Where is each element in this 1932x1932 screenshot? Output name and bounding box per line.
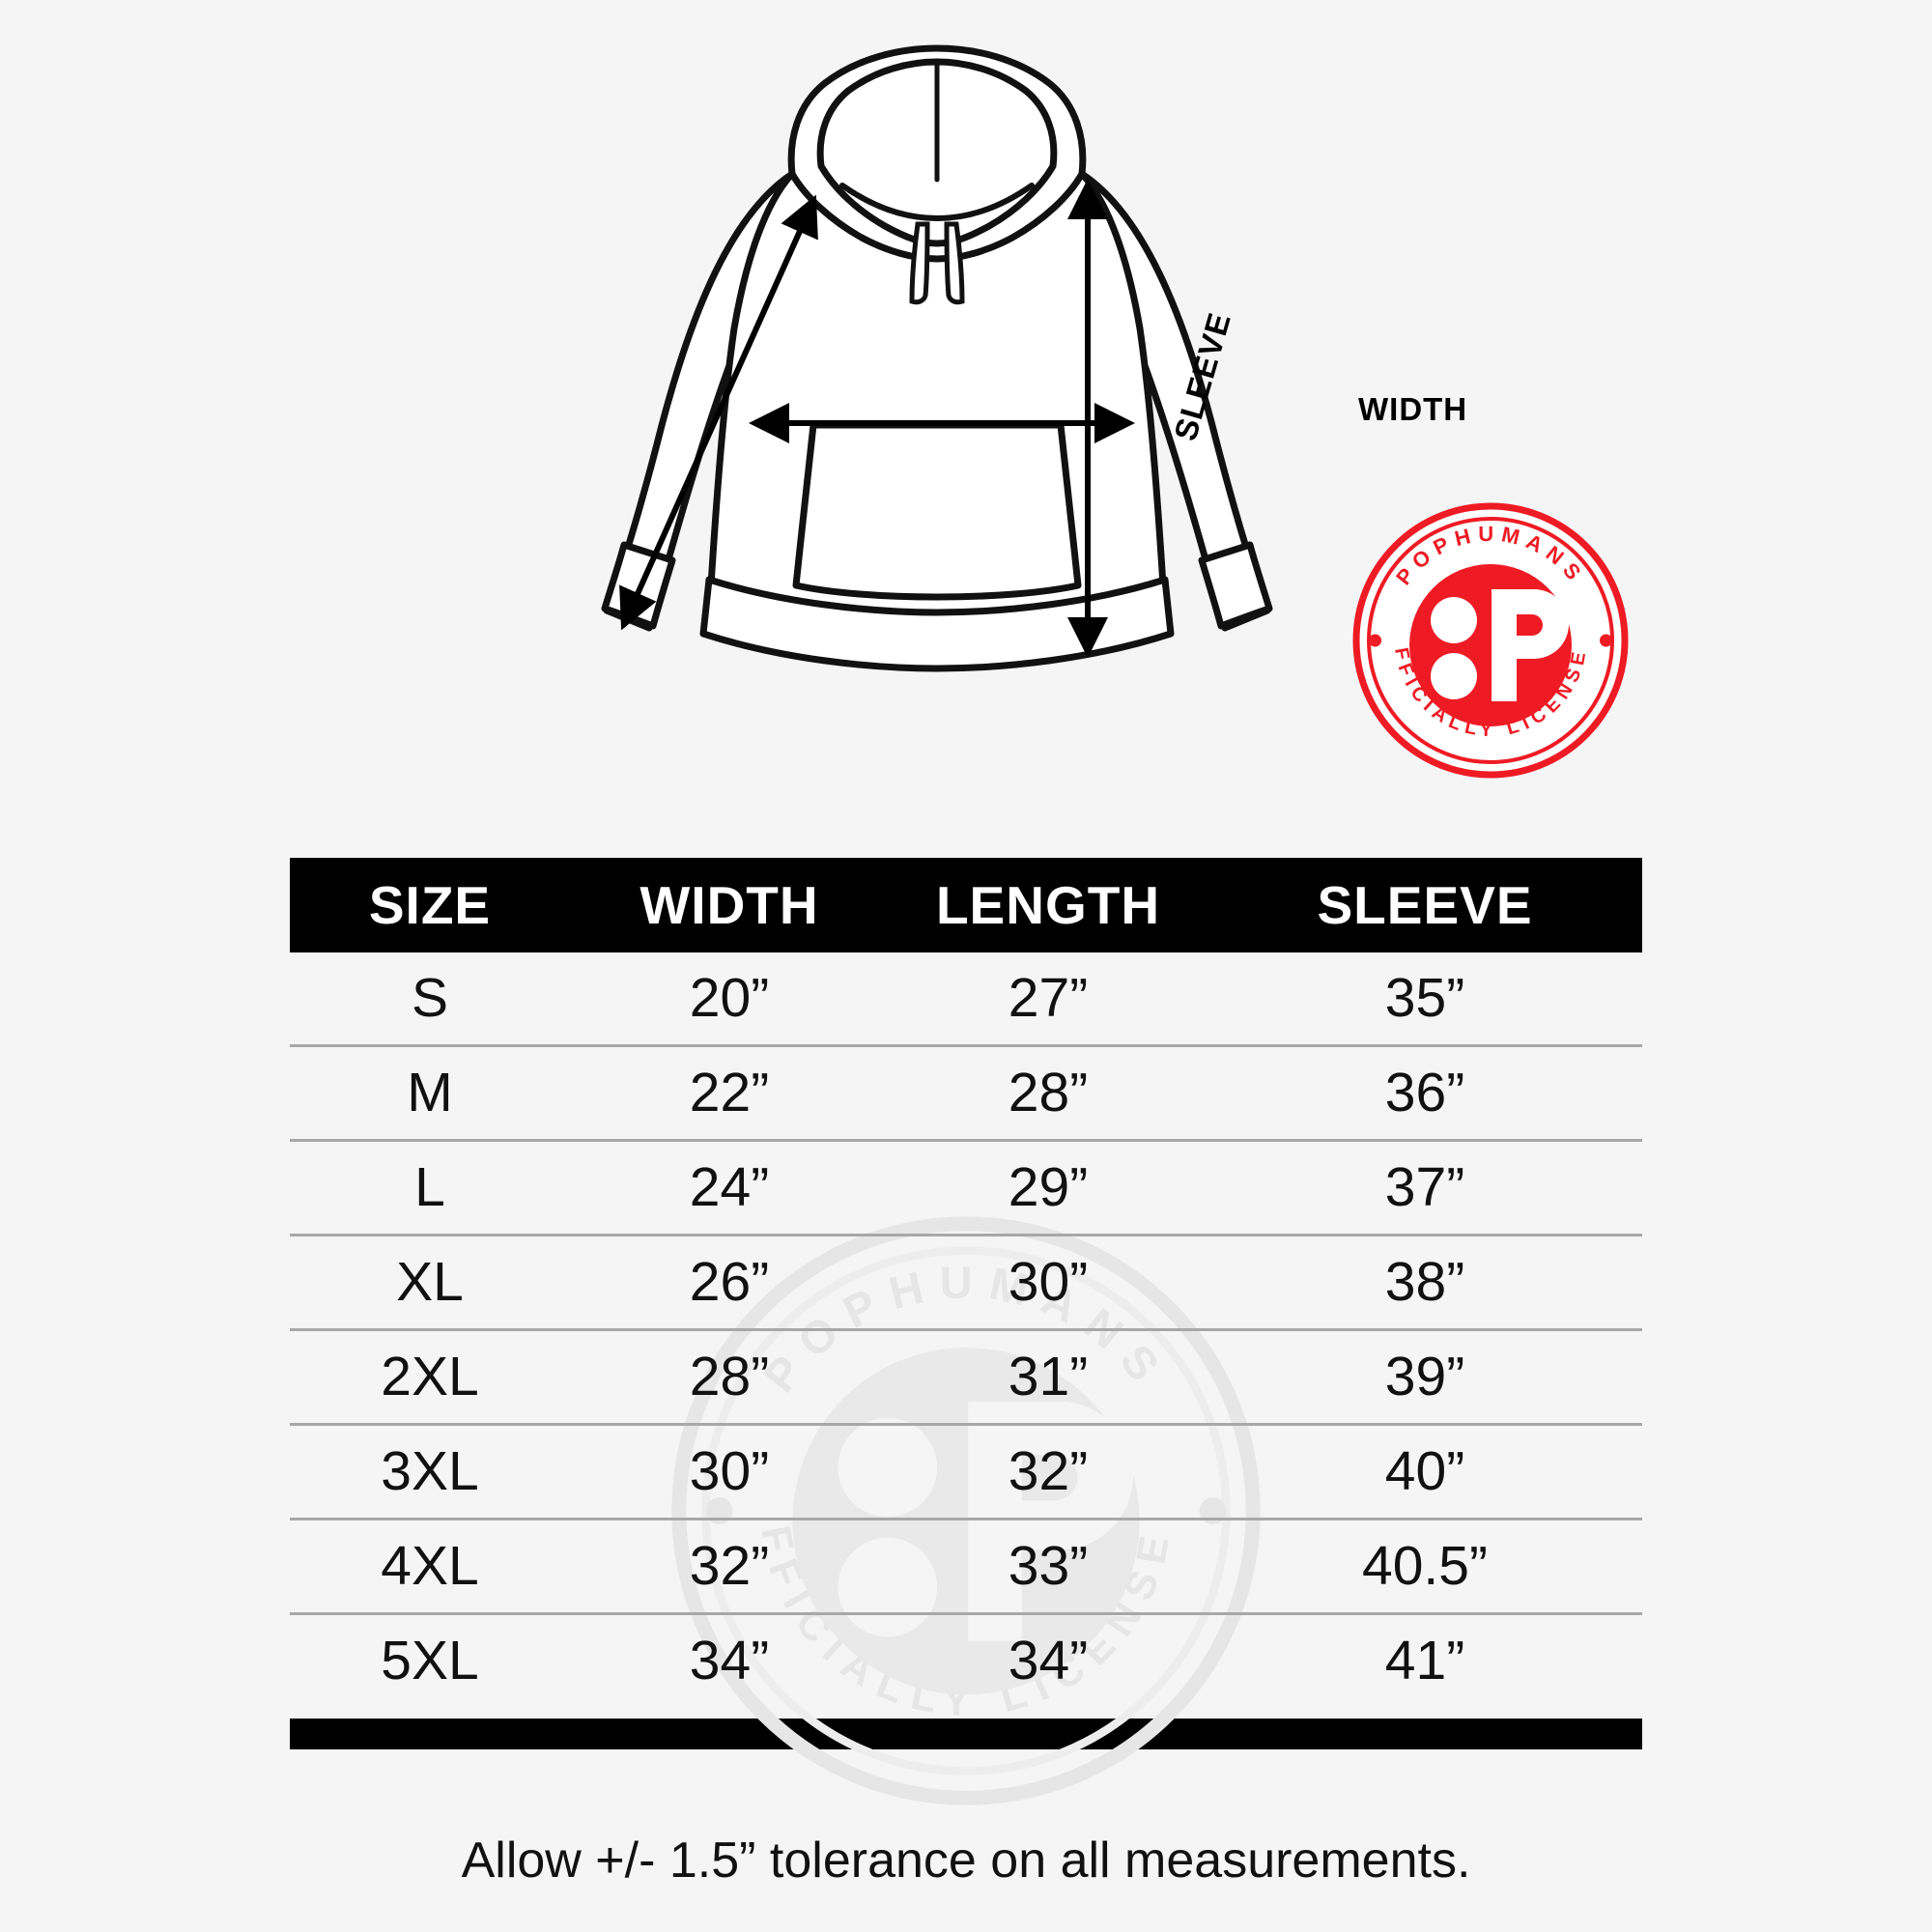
- cell-width: 28”: [689, 1346, 770, 1407]
- cell-width: 22”: [689, 1062, 770, 1123]
- cell-sleeve: 40.5”: [1362, 1535, 1488, 1597]
- cell-sleeve: 41”: [1384, 1630, 1465, 1691]
- table-row: L 24” 29” 37”: [290, 1142, 1642, 1236]
- cell-width: 26”: [689, 1251, 770, 1313]
- cell-width: 24”: [689, 1156, 770, 1218]
- hoodie-illustration: WIDTH LENGTH SLEEVE: [502, 39, 1592, 831]
- cell-length: 28”: [1008, 1062, 1089, 1123]
- cell-length: 33”: [1008, 1535, 1089, 1597]
- cell-length: 29”: [1008, 1156, 1089, 1218]
- cell-sleeve: 37”: [1384, 1156, 1465, 1218]
- column-header-size: SIZE: [368, 874, 492, 935]
- table-row: 4XL 32” 33” 40.5”: [290, 1520, 1642, 1615]
- table-header-row: SIZE WIDTH LENGTH SLEEVE: [290, 858, 1642, 952]
- cell-size: 2XL: [381, 1346, 479, 1407]
- cell-size: XL: [396, 1251, 464, 1313]
- cell-size: S: [411, 967, 449, 1029]
- table-body: POPHUMANS OFFICIALLY LICENSED S 20” 27” …: [290, 952, 1642, 1805]
- cell-size: M: [407, 1062, 453, 1123]
- cell-width: 20”: [689, 967, 770, 1029]
- table-row: 5XL 34” 34” 41”: [290, 1615, 1642, 1707]
- cell-length: 30”: [1008, 1251, 1089, 1313]
- cell-width: 30”: [689, 1440, 770, 1502]
- cell-size: 5XL: [381, 1630, 479, 1691]
- cell-length: 27”: [1008, 967, 1089, 1029]
- cell-length: 34”: [1008, 1630, 1089, 1691]
- measure-label-width: WIDTH: [1358, 391, 1468, 427]
- cell-length: 32”: [1008, 1440, 1089, 1502]
- cell-size: 4XL: [381, 1535, 479, 1597]
- column-header-length: LENGTH: [935, 874, 1161, 935]
- table-row: 2XL 28” 31” 39”: [290, 1331, 1642, 1426]
- cell-size: L: [414, 1156, 445, 1218]
- cell-length: 31”: [1008, 1346, 1089, 1407]
- cell-sleeve: 38”: [1384, 1251, 1465, 1313]
- table-row: XL 26” 30” 38”: [290, 1236, 1642, 1331]
- cell-sleeve: 35”: [1384, 967, 1465, 1029]
- tolerance-note: Allow +/- 1.5” tolerance on all measurem…: [461, 1833, 1471, 1889]
- table-bottom-rule: [290, 1719, 1642, 1749]
- cell-sleeve: 39”: [1384, 1346, 1465, 1407]
- table-row: M 22” 28” 36”: [290, 1047, 1642, 1142]
- cell-width: 34”: [689, 1630, 770, 1691]
- pophumans-badge-logo: POPHUMANS OFFICIALLY LICENSED: [1350, 500, 1631, 781]
- table-row: 3XL 30” 32” 40”: [290, 1426, 1642, 1520]
- column-header-width: WIDTH: [639, 874, 819, 935]
- cell-sleeve: 40”: [1384, 1440, 1465, 1502]
- table-row: S 20” 27” 35”: [290, 952, 1642, 1047]
- size-chart-table: SIZE WIDTH LENGTH SLEEVE POPHUMANS: [290, 858, 1642, 1889]
- cell-sleeve: 36”: [1384, 1062, 1465, 1123]
- cell-size: 3XL: [381, 1440, 479, 1502]
- column-header-sleeve: SLEEVE: [1317, 874, 1533, 935]
- cell-width: 32”: [689, 1535, 770, 1597]
